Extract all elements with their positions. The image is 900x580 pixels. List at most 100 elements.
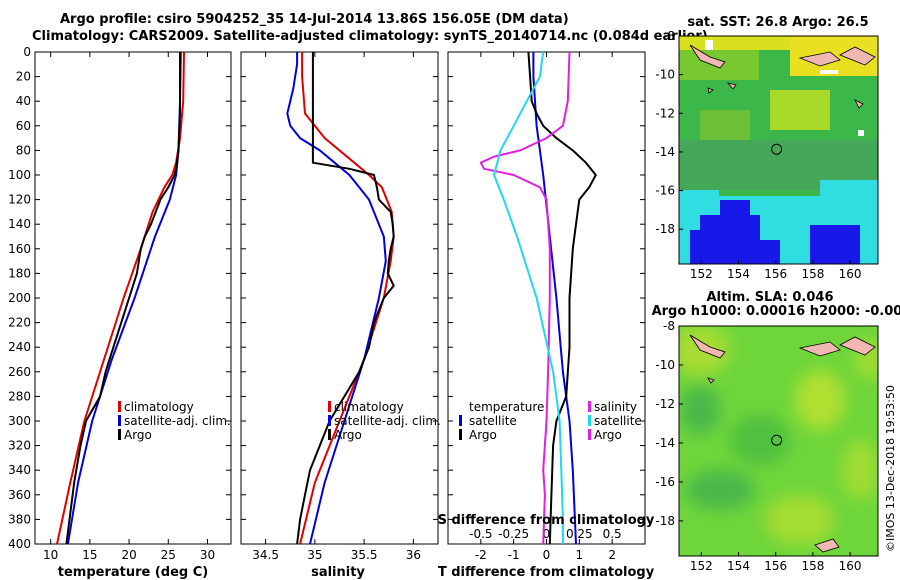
legend-swatch-t-argo [459,429,462,440]
sst-lat-tick-labels: -8 -10 -12 -14 -16 -18 [655,29,675,236]
sla-field [679,326,878,556]
depth-tick-label: 360 [8,488,31,502]
lon-tick-label: 154 [727,267,750,281]
lat-tick-label: -16 [655,475,675,489]
legend-swatch-satellite [328,415,331,426]
legend-label-t-argo: Argo [469,428,497,442]
depth-tick-label: 300 [8,414,31,428]
sla-map-frame [678,325,879,557]
legend-swatch-climatology [328,401,331,412]
lon-tick-label: 156 [764,559,787,573]
lat-tick-label: -10 [655,358,675,372]
temperature-tick-labels: 10 15 20 25 30 [43,548,215,562]
depth-tick-label: 100 [8,168,31,182]
difference-series [479,51,597,545]
temperature-axes-frame [34,51,232,545]
salinity-series [286,52,395,545]
legend-label-salinity: salinity [594,400,637,414]
lat-tick-label: -10 [655,68,675,82]
temperature-series [56,51,185,545]
lat-tick-label: -8 [663,319,675,333]
legend-label-s-argo: Argo [594,428,622,442]
title-line1: Argo profile: csiro 5904252_35 14-Jul-20… [60,12,569,27]
series-line-salinity [479,51,571,545]
x-tick-label: 35 [307,548,322,562]
salinity-tick-labels: 34.5 35 35.5 36 [252,548,421,562]
depth-tick-label: 80 [16,143,31,157]
float-marker [771,143,783,155]
x-tick-label: 2 [608,548,616,562]
legend-label-t-satellite: satellite [469,414,517,428]
legend-label-satellite: satellite-adj. clim. [124,414,231,428]
s-tick-label: -0.5 [469,527,492,541]
x-tick-label: 35.5 [351,548,378,562]
series-line-temperature-argo [527,51,597,545]
legend-swatch-t-satellite [459,415,462,426]
difference-axes-frame [447,51,646,545]
salinity-xlabel: salinity [311,565,365,580]
s-tick-label: -0.25 [498,527,529,541]
sst-map: sat. SST: 26.8 Argo: 26.5 152 154 156 1 [655,15,879,281]
depth-tick-label: 340 [8,463,31,477]
legend-label-climatology: climatology [124,400,194,414]
temperature-panel: 0 20 40 60 80 100 120 140 160 180 200 220 240 260 280 3… [8,45,232,580]
x-tick-label: 20 [121,548,136,562]
s-difference-tick-labels: -0.5 -0.25 0 0.25 0.5 [469,527,622,541]
depth-tick-label: 40 [16,94,31,108]
depth-tick-label: 60 [16,119,31,133]
legend-label-argo: Argo [124,428,152,442]
x-tick-label: -1 [508,548,520,562]
lat-tick-label: -14 [655,145,675,159]
depth-tick-label: 260 [8,365,31,379]
salinity-panel: 34.5 35 35.5 36 salinity climatology satell… [240,51,441,580]
x-tick-label: 30 [200,548,215,562]
temperature-legend: climatology satellite-adj. clim. Argo [118,400,231,442]
difference-legend-right: salinity satellite Argo [588,400,642,442]
series-line-salinity-satellite [493,51,564,544]
s-tick-label: 0.25 [566,527,593,541]
sla-map-title: Altim. SLA: 0.046 [707,290,834,305]
lat-tick-label: -12 [655,106,675,120]
depth-tick-label: 380 [8,512,31,526]
x-tick-label: 36 [406,548,421,562]
legend-label-satellite: satellite-adj. clim. [334,414,441,428]
depth-tick-label: 160 [8,242,31,256]
depth-tick-label: 140 [8,217,31,231]
s-tick-label: 0 [543,527,551,541]
depth-tick-label: 180 [8,266,31,280]
x-tick-label: 15 [82,548,97,562]
sst-map-frame [678,35,879,265]
lon-tick-label: 160 [839,559,862,573]
depth-tick-label: 400 [8,537,31,551]
sst-field [679,36,878,264]
depth-tick-labels: 0 20 40 60 80 100 120 140 160 180 200 220 240 260 280 3… [8,45,31,551]
legend-label-argo: Argo [334,428,362,442]
series-line-argo [296,52,395,545]
x-tick-label: -2 [475,548,487,562]
lon-tick-label: 156 [764,267,787,281]
t-difference-tick-labels: -2 -1 0 1 2 [475,548,616,562]
lat-tick-label: -18 [655,222,675,236]
depth-tick-label: 240 [8,340,31,354]
float-marker [771,434,783,446]
sla-lat-tick-labels: -8 -10 -12 -14 -16 -18 [655,319,675,528]
salinity-axes-frame [240,51,439,545]
difference-panel: -2 -1 0 1 2 -0.5 -0.25 0 0.25 0.5 S difference f… [438,51,655,580]
sst-map-title: sat. SST: 26.8 Argo: 26.5 [687,15,868,30]
x-tick-label: 34.5 [252,548,279,562]
series-line-argo [65,52,181,545]
legend-swatch-climatology [118,401,121,412]
sla-lon-tick-labels: 152 154 156 158 160 [690,559,862,573]
difference-legend-left: temperature satellite Argo [459,400,544,442]
lon-tick-label: 158 [801,267,824,281]
depth-tick-label: 20 [16,70,31,84]
x-tick-label: 25 [161,548,176,562]
s-tick-label: 0.5 [603,527,622,541]
x-tick-label: 0 [543,548,551,562]
depth-tick-label: 0 [23,45,31,59]
legend-swatch-satellite [118,415,121,426]
depth-tick-label: 200 [8,291,31,305]
depth-tick-label: 320 [8,439,31,453]
s-difference-label: S difference from climatology [438,513,655,528]
